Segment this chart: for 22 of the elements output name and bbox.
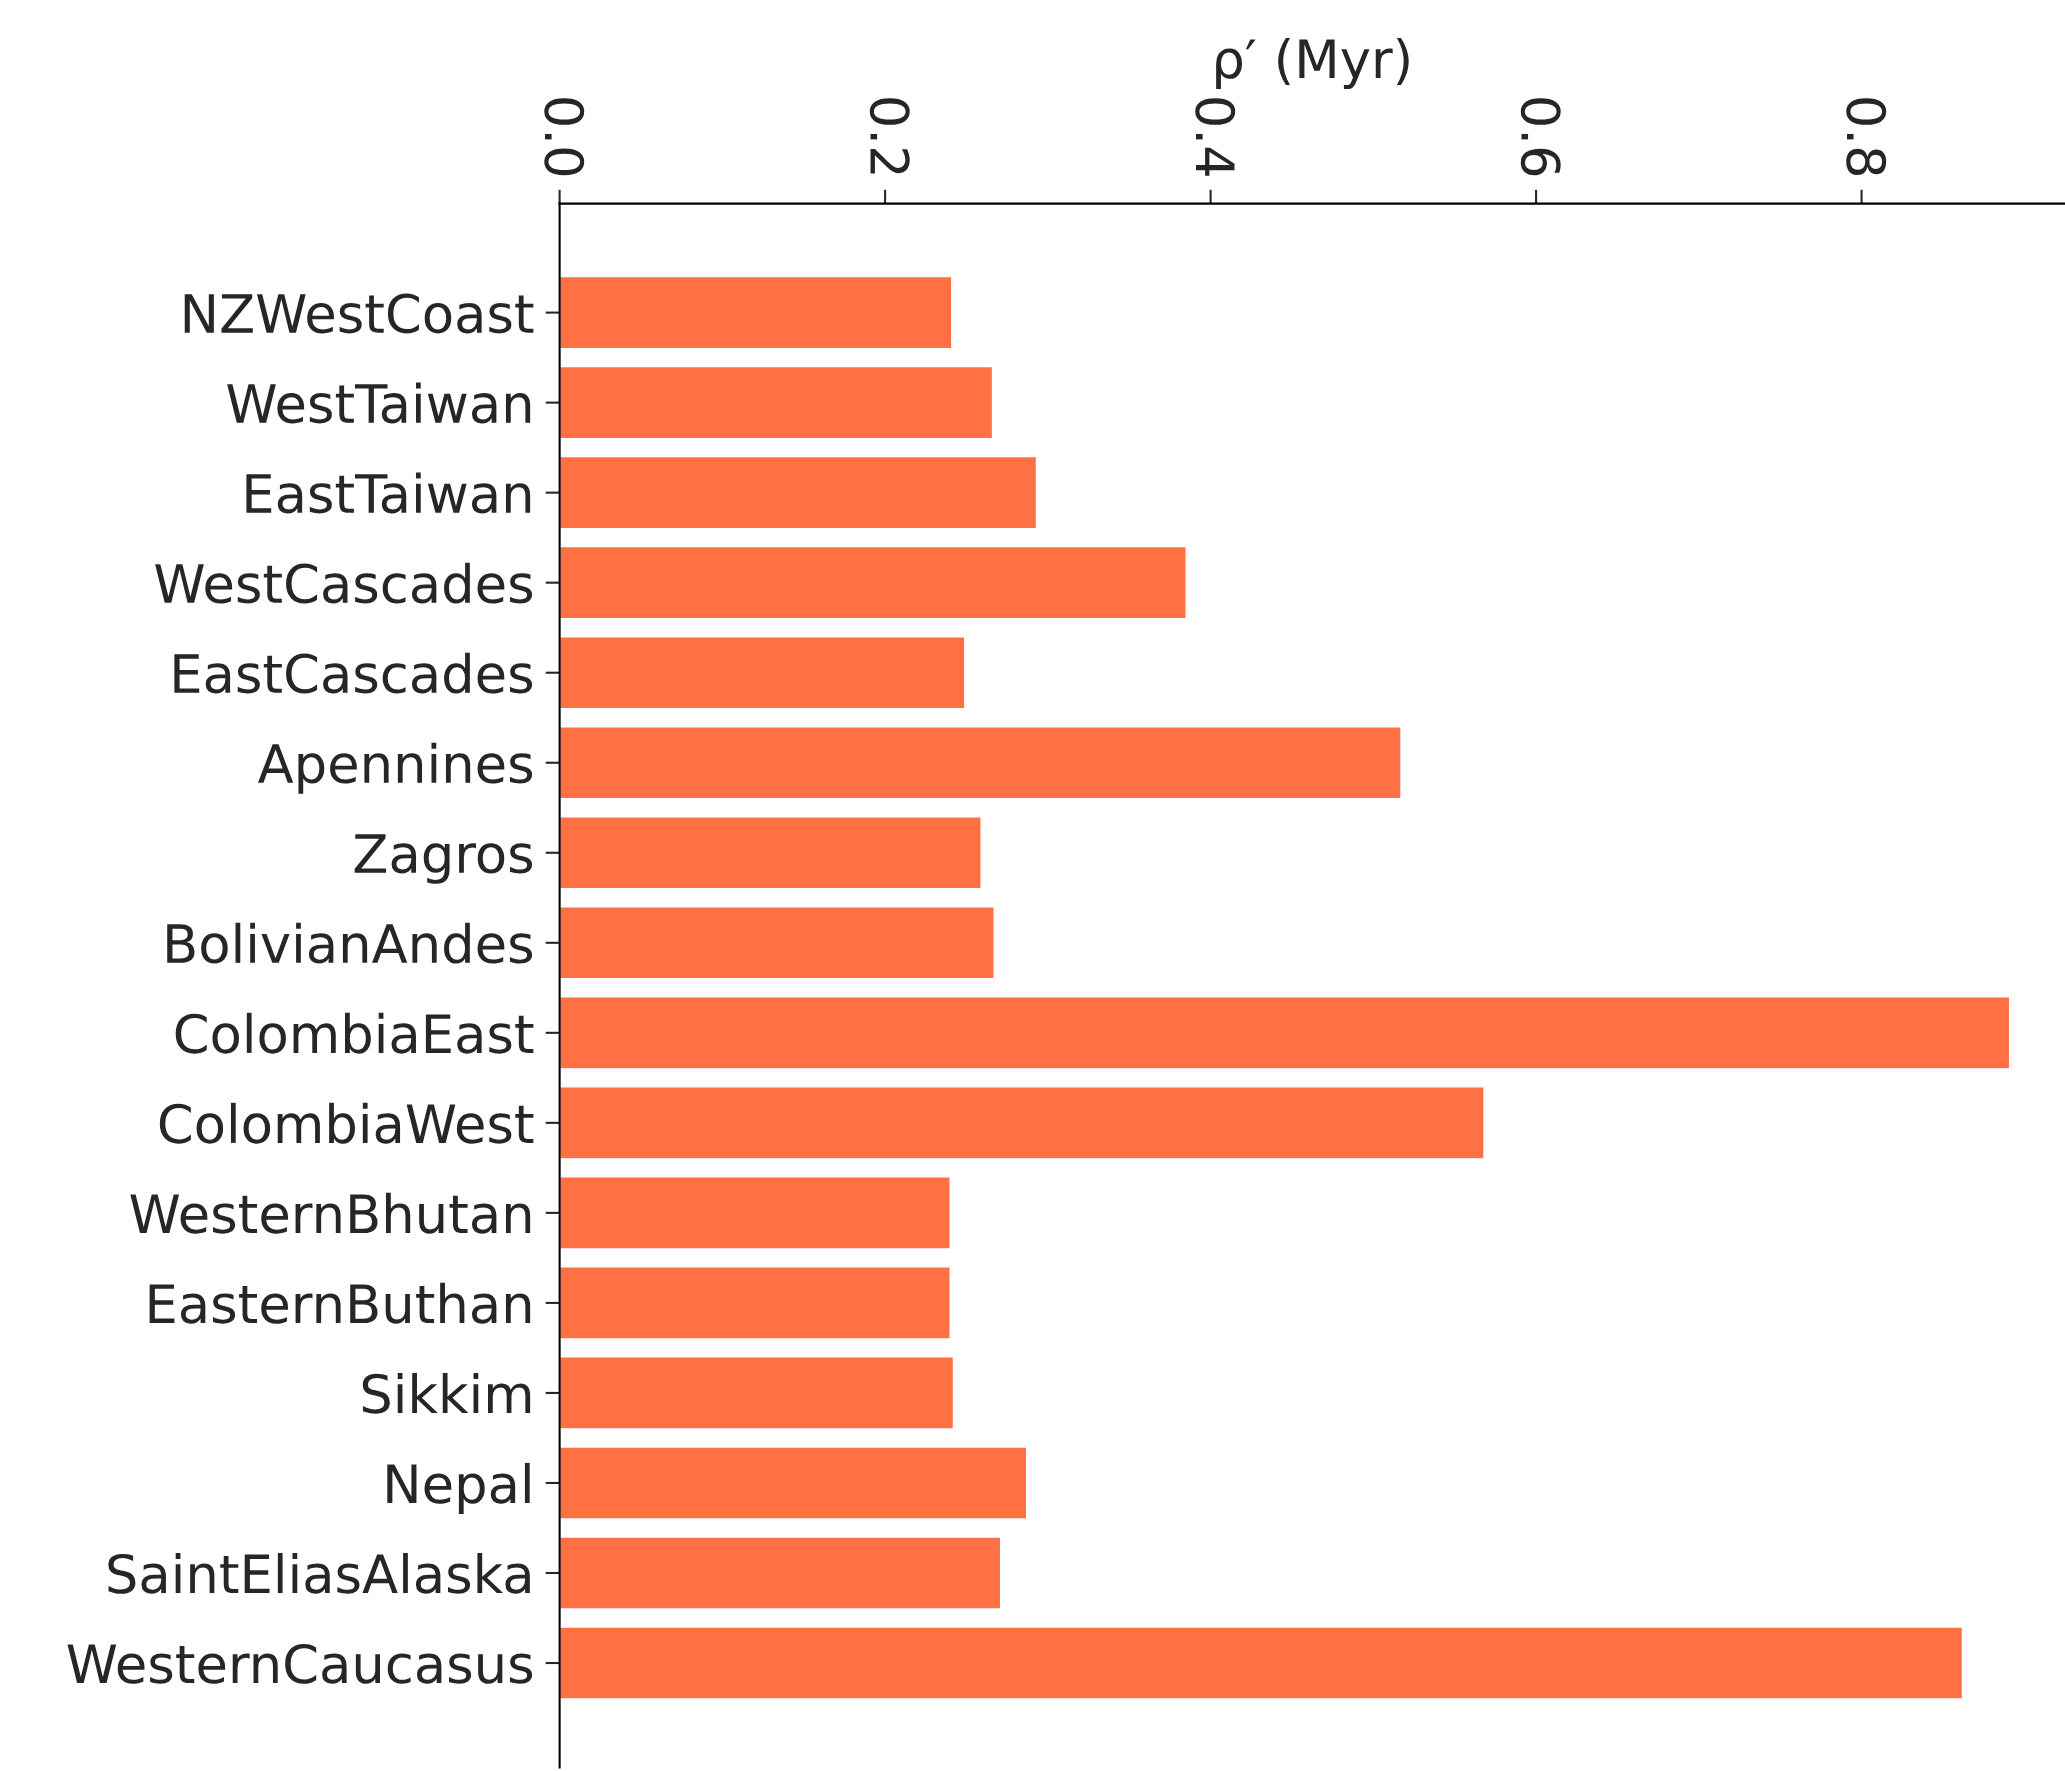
- y-tick-label: EastTaiwan: [246, 472, 531, 514]
- x-axis-title: ρ′ (Myr): [1216, 38, 1409, 90]
- x-tick-label: 0.4: [1195, 98, 1236, 176]
- y-tick-label: EasternButhan: [149, 1282, 531, 1324]
- y-tick-label: Nepal: [387, 1462, 530, 1514]
- y-tick-label: NZWestCoast: [184, 293, 534, 334]
- y-tick-label: ColombiaEast: [175, 1012, 534, 1054]
- y-tick-label: ColombiaWest: [159, 1102, 534, 1144]
- y-tick-label: SaintEliasAlaska: [108, 1552, 530, 1594]
- y-tick-label: WestTaiwan: [227, 382, 531, 424]
- x-tick-label: 0.6: [1520, 98, 1561, 176]
- x-tick-label: 0.0: [544, 98, 585, 176]
- y-tick-label: WesternBhutan: [130, 1192, 531, 1234]
- x-tick-label: 0.8: [1846, 98, 1887, 176]
- y-tick-label: Apennines: [257, 742, 533, 794]
- x-tick-label: 0.2: [869, 98, 910, 174]
- y-tick-label: BolivianAndes: [167, 922, 533, 964]
- y-tick-label: WesternCaucasus: [67, 1643, 533, 1684]
- y-tick-label: Sikkim: [362, 1372, 531, 1414]
- y-tick-label: Zagros: [354, 834, 533, 884]
- y-tick-label: EastCascades: [174, 652, 533, 694]
- y-tick-label: WestCascades: [155, 562, 533, 604]
